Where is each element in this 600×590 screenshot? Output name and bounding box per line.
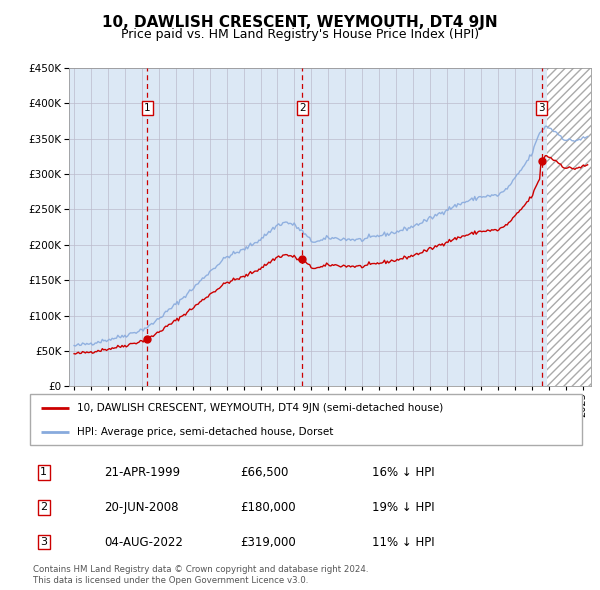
- Text: 3: 3: [40, 537, 47, 547]
- Text: 04-AUG-2022: 04-AUG-2022: [104, 536, 184, 549]
- Text: 2: 2: [299, 103, 305, 113]
- Text: 1: 1: [144, 103, 151, 113]
- Text: 1: 1: [40, 467, 47, 477]
- Bar: [547, 68, 591, 386]
- Text: £66,500: £66,500: [240, 466, 288, 478]
- Text: 20-JUN-2008: 20-JUN-2008: [104, 500, 179, 514]
- Text: 21-APR-1999: 21-APR-1999: [104, 466, 181, 478]
- Text: Contains HM Land Registry data © Crown copyright and database right 2024.
This d: Contains HM Land Registry data © Crown c…: [33, 565, 368, 585]
- Text: 10, DAWLISH CRESCENT, WEYMOUTH, DT4 9JN (semi-detached house): 10, DAWLISH CRESCENT, WEYMOUTH, DT4 9JN …: [77, 403, 443, 413]
- Text: 3: 3: [538, 103, 545, 113]
- Text: 19% ↓ HPI: 19% ↓ HPI: [372, 500, 435, 514]
- Text: 11% ↓ HPI: 11% ↓ HPI: [372, 536, 435, 549]
- Text: £180,000: £180,000: [240, 500, 295, 514]
- Text: HPI: Average price, semi-detached house, Dorset: HPI: Average price, semi-detached house,…: [77, 428, 333, 437]
- Text: 2: 2: [40, 502, 47, 512]
- Text: £319,000: £319,000: [240, 536, 296, 549]
- Text: Price paid vs. HM Land Registry's House Price Index (HPI): Price paid vs. HM Land Registry's House …: [121, 28, 479, 41]
- Text: 10, DAWLISH CRESCENT, WEYMOUTH, DT4 9JN: 10, DAWLISH CRESCENT, WEYMOUTH, DT4 9JN: [102, 15, 498, 30]
- Text: 16% ↓ HPI: 16% ↓ HPI: [372, 466, 435, 478]
- FancyBboxPatch shape: [30, 394, 582, 445]
